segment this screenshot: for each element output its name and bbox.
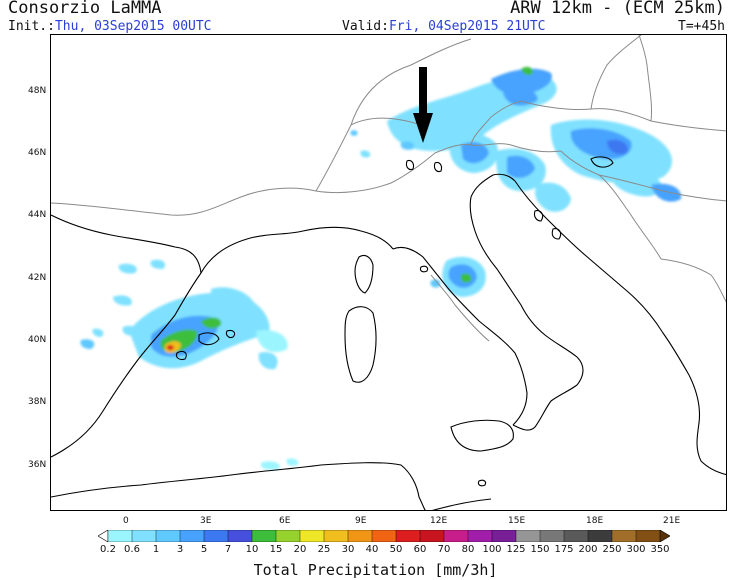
colorbar-level-label: 250 bbox=[602, 544, 622, 555]
colorbar-swatch bbox=[251, 530, 277, 542]
coastlines bbox=[51, 156, 726, 510]
lat-label-36n: 36N bbox=[28, 460, 47, 470]
forecast-step: T=+45h bbox=[678, 19, 725, 34]
colorbar-level-label: 3 bbox=[176, 544, 184, 555]
colorbar-level-label: 200 bbox=[578, 544, 598, 555]
colorbar-swatch bbox=[371, 530, 397, 542]
colorbar-level-label: 30 bbox=[341, 544, 355, 555]
model-title: ARW 12km - (ECM 25km) bbox=[510, 0, 725, 18]
colorbar-swatch bbox=[179, 530, 205, 542]
colorbar-swatch bbox=[323, 530, 349, 542]
colorbar-swatch bbox=[155, 530, 181, 542]
colorbar-level-label: 350 bbox=[650, 544, 670, 555]
lat-label-48n: 48N bbox=[28, 86, 47, 96]
colorbar-swatch bbox=[611, 530, 637, 542]
colorbar-title: Total Precipitation [mm/3h] bbox=[253, 561, 498, 579]
colorbar-level-label: 175 bbox=[554, 544, 574, 555]
colorbar-swatch bbox=[467, 530, 493, 542]
colorbar-level-label: 150 bbox=[530, 544, 550, 555]
lon-label-3e: 3E bbox=[200, 516, 212, 526]
colorbar-swatch bbox=[539, 530, 565, 542]
lon-label-15e: 15E bbox=[508, 516, 526, 526]
lat-label-40n: 40N bbox=[28, 335, 47, 345]
colorbar-swatch bbox=[443, 530, 469, 542]
colorbar-swatch bbox=[419, 530, 445, 542]
colorbar-level-label: 70 bbox=[437, 544, 451, 555]
init-time: Init.:Thu, 03Sep2015 00UTC bbox=[8, 19, 212, 34]
colorbar-swatch bbox=[131, 530, 157, 542]
colorbar-swatch bbox=[227, 530, 253, 542]
colorbar-level-label: 0.2 bbox=[100, 544, 116, 555]
colorbar-swatch bbox=[563, 530, 589, 542]
colorbar-level-label: 60 bbox=[413, 544, 427, 555]
colorbar-swatch bbox=[587, 530, 613, 542]
colorbar-swatch bbox=[347, 530, 373, 542]
colorbar-swatch bbox=[299, 530, 325, 542]
colorbar-level-label: 1 bbox=[152, 544, 160, 555]
colorbar-low-triangle bbox=[98, 530, 109, 542]
lat-label-46n: 46N bbox=[28, 148, 47, 158]
precipitation-field bbox=[80, 66, 682, 470]
colorbar-swatch bbox=[107, 530, 133, 542]
colorbar-high-triangle bbox=[659, 530, 670, 542]
colorbar-level-label: 20 bbox=[293, 544, 307, 555]
colorbar-swatch bbox=[395, 530, 421, 542]
lon-label-21e: 21E bbox=[663, 516, 681, 526]
colorbar-level-label: 50 bbox=[389, 544, 403, 555]
national-borders bbox=[51, 35, 726, 342]
precipitation-colorbar bbox=[98, 530, 670, 542]
lat-label-42n: 42N bbox=[28, 273, 47, 283]
valid-time: Valid:Fri, 04Sep2015 21UTC bbox=[342, 19, 546, 34]
lat-label-44n: 44N bbox=[28, 210, 47, 220]
lon-label-18e: 18E bbox=[586, 516, 604, 526]
colorbar-level-label: 7 bbox=[224, 544, 232, 555]
colorbar-level-label: 125 bbox=[506, 544, 526, 555]
organization-title: Consorzio LaMMA bbox=[8, 0, 162, 18]
lat-label-38n: 38N bbox=[28, 397, 47, 407]
precipitation-map bbox=[50, 34, 727, 511]
colorbar-swatch bbox=[635, 530, 661, 542]
colorbar-swatch bbox=[515, 530, 541, 542]
colorbar-level-label: 15 bbox=[269, 544, 283, 555]
colorbar-level-label: 5 bbox=[200, 544, 208, 555]
lon-label-0: 0 bbox=[123, 516, 129, 526]
colorbar-swatch bbox=[203, 530, 229, 542]
colorbar-level-label: 10 bbox=[245, 544, 259, 555]
colorbar-level-label: 0.6 bbox=[124, 544, 140, 555]
lon-label-12e: 12E bbox=[430, 516, 448, 526]
colorbar-level-label: 100 bbox=[482, 544, 502, 555]
colorbar-swatch bbox=[491, 530, 517, 542]
colorbar-level-label: 80 bbox=[461, 544, 475, 555]
lon-label-6e: 6E bbox=[279, 516, 291, 526]
colorbar-level-label: 25 bbox=[317, 544, 331, 555]
lon-label-9e: 9E bbox=[355, 516, 367, 526]
colorbar-swatch bbox=[275, 530, 301, 542]
colorbar-level-label: 300 bbox=[626, 544, 646, 555]
location-arrow-icon bbox=[413, 67, 433, 143]
colorbar-level-label: 40 bbox=[365, 544, 379, 555]
